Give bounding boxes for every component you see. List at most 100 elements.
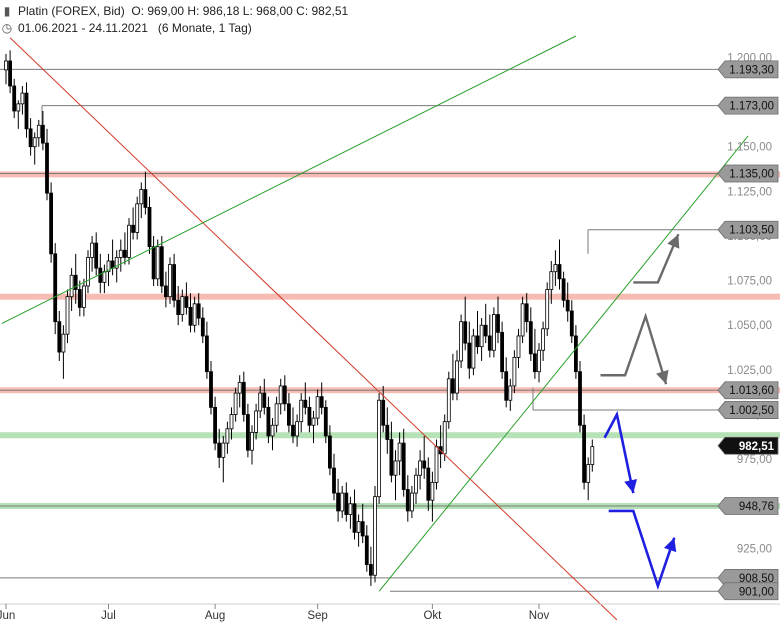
candle-132 xyxy=(545,282,550,336)
last-price-tag-shape xyxy=(717,436,779,455)
candle-body-44 xyxy=(184,296,189,308)
candle-body-14 xyxy=(61,333,66,353)
candle-body-130 xyxy=(537,349,541,373)
candle-8 xyxy=(36,119,41,147)
level-tag-1-013-60-shape xyxy=(717,381,779,400)
candle-44 xyxy=(184,282,189,315)
scenario-path-3 xyxy=(608,509,676,591)
candle-body-60 xyxy=(250,431,254,451)
candle-body-94 xyxy=(389,439,394,476)
candle-120 xyxy=(496,296,500,344)
candle-body-129 xyxy=(533,353,537,373)
x-tick-jun: Jun xyxy=(0,610,15,622)
level-labels-layer: 1.193,30 1.173,00 1.135,00 1.103,50 1.013,60… xyxy=(717,60,779,601)
trendline-0 xyxy=(9,37,618,621)
candle-body-37 xyxy=(155,246,160,280)
candle-body-103 xyxy=(426,467,431,501)
x-tick-nov: Nov xyxy=(529,610,550,622)
candle-body-73 xyxy=(303,399,308,408)
candle-body-15 xyxy=(65,296,70,335)
candle-117 xyxy=(483,303,488,344)
candle-body-92 xyxy=(381,399,386,426)
candle-body-121 xyxy=(500,331,505,373)
candle-79 xyxy=(327,425,332,476)
level-tag-948-76: 948,76 xyxy=(717,497,779,515)
candle-body-17 xyxy=(73,274,78,290)
candle-107 xyxy=(442,414,447,461)
candle-135 xyxy=(557,239,562,290)
candle-body-58 xyxy=(241,381,246,415)
candle-body-97 xyxy=(401,442,406,490)
candle-body-77 xyxy=(319,396,324,408)
candle-body-11 xyxy=(49,192,53,255)
candle-55 xyxy=(229,407,234,440)
candle-54 xyxy=(225,421,230,454)
candle-74 xyxy=(307,396,312,433)
candle-103 xyxy=(426,457,431,511)
candle-body-136 xyxy=(561,278,566,301)
candle-20 xyxy=(86,250,90,294)
candle-66 xyxy=(274,396,279,433)
candle-111 xyxy=(459,314,464,369)
candle-body-56 xyxy=(233,392,238,415)
scenario-path-2 xyxy=(603,410,635,494)
candle-98 xyxy=(405,475,410,522)
candle-93 xyxy=(385,407,390,454)
level-tag-1-193-30-shape xyxy=(717,60,779,79)
candle-48 xyxy=(200,307,205,344)
candle-body-123 xyxy=(508,385,513,401)
candle-49 xyxy=(204,321,209,379)
candle-body-125 xyxy=(516,335,521,358)
candle-87 xyxy=(360,503,365,544)
candle-body-112 xyxy=(463,321,468,344)
candle-115 xyxy=(475,310,480,354)
level-tag-1-013-60-text: 1.013,60 xyxy=(729,385,774,397)
candle-body-51 xyxy=(213,406,218,444)
y-axis: 1.200,001.175,001.150,001.125,001.100,00… xyxy=(727,52,772,555)
level-tag-1-193-30: 1.193,30 xyxy=(717,60,779,79)
x-tick-jul: Jul xyxy=(101,610,116,622)
candle-116 xyxy=(479,318,484,361)
candle-body-116 xyxy=(479,324,484,348)
candle-body-87 xyxy=(360,521,365,537)
candle-body-96 xyxy=(397,442,402,462)
candle-128 xyxy=(528,307,533,361)
scenario-arrowhead-3 xyxy=(663,537,677,553)
candle-body-117 xyxy=(483,324,488,337)
scenario-arrowhead-2 xyxy=(624,479,638,494)
candle-88 xyxy=(364,525,369,572)
candle-14 xyxy=(61,325,66,379)
candle-body-132 xyxy=(545,289,550,330)
candle-112 xyxy=(463,296,468,351)
candle-body-101 xyxy=(418,460,423,476)
level-tag-901-00: 901,00 xyxy=(717,582,779,601)
candle-body-86 xyxy=(356,521,361,533)
level-tag-901-00-shape xyxy=(717,582,779,601)
candle-80 xyxy=(332,453,336,501)
candle-140 xyxy=(578,360,582,433)
scenario-arrowhead-0 xyxy=(667,234,680,249)
candle-body-49 xyxy=(204,335,209,373)
candle-body-22 xyxy=(94,242,99,269)
candle-40 xyxy=(168,257,172,304)
trendlines-layer xyxy=(1,35,749,621)
candle-121 xyxy=(500,321,505,379)
candle-body-20 xyxy=(86,257,90,287)
candle-42 xyxy=(176,285,181,326)
candle-body-70 xyxy=(291,424,295,437)
candle-body-16 xyxy=(69,274,74,298)
level-tag-908-50: 908,50 xyxy=(717,568,779,587)
candle-62 xyxy=(258,385,263,419)
candle-body-53 xyxy=(221,442,226,458)
candle-body-18 xyxy=(77,289,82,308)
clock-icon: ◷ xyxy=(1,21,13,35)
level-tag-1-173-00-shape xyxy=(717,96,779,115)
candle-15 xyxy=(65,289,70,344)
level-tag-1-135-00: 1.135,00 xyxy=(717,164,779,183)
level-tag-1-103-50-text: 1.103,50 xyxy=(729,225,774,237)
level-tag-1-135-00-shape xyxy=(717,164,779,183)
candle-73 xyxy=(303,382,308,415)
candle-body-75 xyxy=(311,417,316,426)
candle-body-32 xyxy=(135,203,140,233)
